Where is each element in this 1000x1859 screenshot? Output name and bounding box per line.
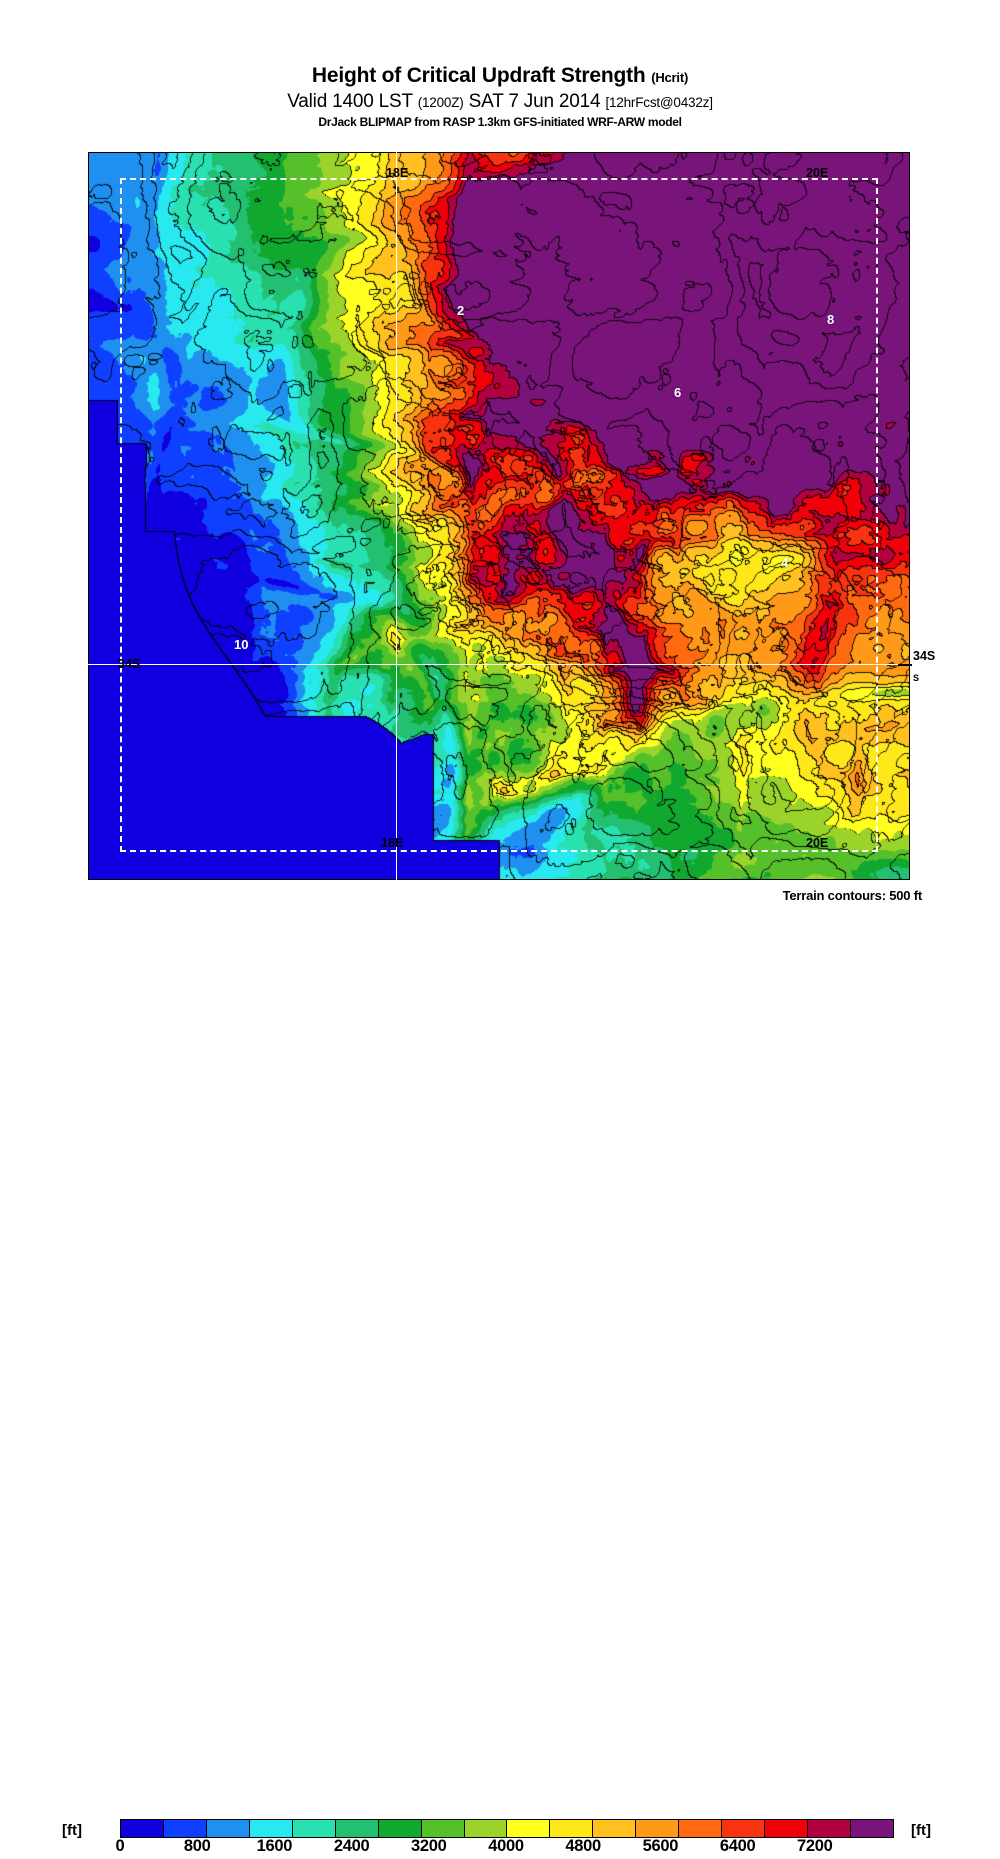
colorbar-swatch <box>593 1820 637 1837</box>
coord-label-latitude-right-tick: S <box>913 673 920 683</box>
colorbar-tick-label: 4800 <box>565 1837 601 1855</box>
colorbar-tick-label: 5600 <box>642 1837 679 1855</box>
chart-title-variable: (Hcrit) <box>651 70 689 85</box>
chart-model-source: DrJack BLIPMAP from RASP 1.3km GFS-initi… <box>318 115 682 129</box>
forecast-hour-label: [12hrFcst@0432z] <box>605 95 713 110</box>
chart-valid-time: Valid 1400 LST (1200Z) SAT 7 Jun 2014 [1… <box>287 91 713 112</box>
terrain-contour-note: Terrain contours: 500 ft <box>782 888 923 903</box>
colorbar-swatch <box>850 1820 893 1837</box>
hcrit-heatmap-canvas[interactable] <box>88 152 910 880</box>
colorbar-swatch <box>507 1820 551 1837</box>
colorbar-swatch <box>335 1820 379 1837</box>
colorbar-tick-label: 2400 <box>333 1837 370 1855</box>
colorbar-swatch <box>550 1820 594 1837</box>
colorbar-swatch <box>121 1820 164 1837</box>
colorbar-swatch <box>636 1820 680 1837</box>
colorbar-swatch <box>292 1820 336 1837</box>
latitude-tick-left <box>62 664 88 666</box>
latitude-tick-right <box>898 664 912 666</box>
colorbar-swatch <box>722 1820 766 1837</box>
colorbar-swatch <box>464 1820 508 1837</box>
colorbar-swatch <box>249 1820 293 1837</box>
colorbar-tick-label: 3200 <box>411 1837 447 1855</box>
colorbar-swatch <box>206 1820 250 1837</box>
forecast-map[interactable]: 2 10 8 6 4 <box>88 152 910 880</box>
colorbar-tick-label: 7200 <box>797 1837 833 1855</box>
valid-time-zulu: (1200Z) <box>417 95 464 110</box>
colorbar-swatch <box>679 1820 723 1837</box>
colorbar-row: [ft] [ft] 0 800 1600 2400 3200 4000 4800 5600 64… <box>0 908 1000 1855</box>
colorbar-swatch <box>421 1820 465 1837</box>
colorbar-tick-label: 4000 <box>488 1837 524 1855</box>
colorbar-swatch <box>765 1820 808 1837</box>
colorbar-tick-label: 800 <box>183 1837 211 1855</box>
colorbar-tick-label: 0 <box>115 1837 125 1855</box>
chart-title-block: Height of Critical Updraft Strength (Hcr… <box>0 64 1000 131</box>
colorbar-tick-label: 6400 <box>719 1837 756 1855</box>
colorbar-tick-labels: 0 800 1600 2400 3200 4000 4800 5600 6400 7200 <box>0 1837 1000 1859</box>
colorbar-swatch <box>378 1820 422 1837</box>
colorbar-swatch <box>808 1820 851 1837</box>
chart-main-title: Height of Critical Updraft Strength (Hcr… <box>311 64 689 87</box>
coord-label-latitude-right: 34S <box>913 649 936 663</box>
colorbar[interactable] <box>120 1819 894 1838</box>
colorbar-swatch <box>163 1820 207 1837</box>
colorbar-tick-label: 1600 <box>256 1837 293 1855</box>
